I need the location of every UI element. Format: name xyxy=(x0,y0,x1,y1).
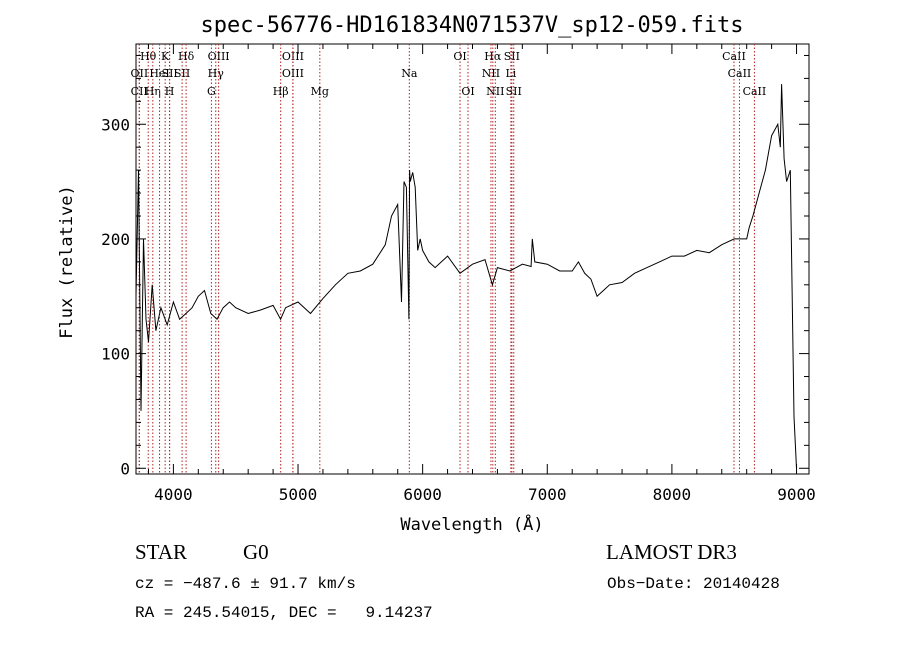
plot-frame xyxy=(135,43,810,475)
observation-date: Obs−Date: 20140428 xyxy=(607,575,780,593)
spectral-line-label: Li xyxy=(505,67,516,80)
y-tick-label: 200 xyxy=(101,230,130,249)
spectrum-line xyxy=(135,84,797,469)
spectral-line-label: Na xyxy=(401,67,418,80)
spectral-line-label: OIII xyxy=(282,67,304,80)
spectral-line-label: SII xyxy=(174,67,190,80)
x-tick-label: 9000 xyxy=(777,485,816,504)
spectral-line-label: OI xyxy=(453,50,466,63)
spectral-line-label: Hα xyxy=(484,50,502,63)
spectral-line-label: G xyxy=(207,85,216,98)
spectral-line-label: Mg xyxy=(311,85,329,98)
y-tick-label: 100 xyxy=(101,345,130,364)
object-class: STAR xyxy=(135,540,187,564)
spectral-line-label: Hβ xyxy=(273,85,289,98)
spectral-line-label: SII xyxy=(504,50,520,63)
spectral-line-label: Hθ xyxy=(140,50,157,63)
spectral-line-label: Hη xyxy=(145,85,161,98)
x-axis-label: Wavelength (Å) xyxy=(400,513,543,535)
coordinates: RA = 245.54015, DEC = 9.14237 xyxy=(135,604,433,622)
spectral-line-label: K xyxy=(161,50,170,63)
plot-area: HθOIICIIHηKHeISIIHHδSIIOIIIHγGOIIIOIIIHβ… xyxy=(101,43,816,504)
spectral-line-label: OIII xyxy=(208,50,230,63)
y-axis-label: Flux (relative) xyxy=(57,185,77,339)
y-tick-label: 300 xyxy=(101,115,130,134)
chart-title: spec-56776-HD161834N071537V_sp12-059.fit… xyxy=(200,13,743,38)
spectral-line-label: CII xyxy=(131,85,148,98)
survey-name: LAMOST DR3 xyxy=(606,540,737,564)
x-tick-label: 4000 xyxy=(154,485,193,504)
spectral-line-label: OI xyxy=(461,85,474,98)
spectral-line-label: HeI xyxy=(149,67,169,80)
spectral-line-label: NII xyxy=(486,85,504,98)
y-tick-label: 0 xyxy=(120,459,130,478)
spectral-line-label: CaII xyxy=(722,50,746,63)
spectral-line-label: CaII xyxy=(743,85,767,98)
x-tick-label: 7000 xyxy=(528,485,567,504)
spectral-line-label: CaII xyxy=(728,67,752,80)
spectral-line-label: Hδ xyxy=(178,50,195,63)
spectral-line-label: H xyxy=(165,85,175,98)
redshift-velocity: cz = −487.6 ± 91.7 km/s xyxy=(135,575,356,593)
spectral-line-label: Hγ xyxy=(208,67,225,80)
spectral-line-label: SII xyxy=(506,85,522,98)
x-tick-label: 6000 xyxy=(403,485,442,504)
x-tick-label: 5000 xyxy=(279,485,318,504)
spectral-line-label: NII xyxy=(482,67,500,80)
subclass: G0 xyxy=(243,540,269,564)
x-tick-label: 8000 xyxy=(653,485,692,504)
